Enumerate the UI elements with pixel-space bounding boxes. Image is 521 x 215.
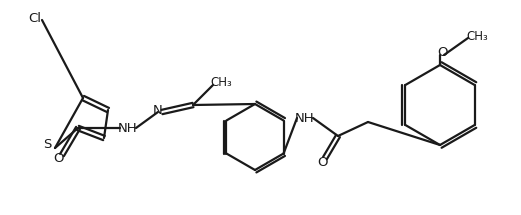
Text: CH₃: CH₃ bbox=[210, 75, 232, 89]
Text: O: O bbox=[437, 46, 447, 58]
Text: CH₃: CH₃ bbox=[466, 29, 488, 43]
Text: O: O bbox=[317, 155, 327, 169]
Text: Cl: Cl bbox=[29, 11, 42, 25]
Text: N: N bbox=[153, 103, 163, 117]
Text: S: S bbox=[43, 138, 51, 152]
Text: O: O bbox=[53, 152, 63, 164]
Text: NH: NH bbox=[295, 112, 315, 124]
Text: NH: NH bbox=[118, 121, 138, 135]
